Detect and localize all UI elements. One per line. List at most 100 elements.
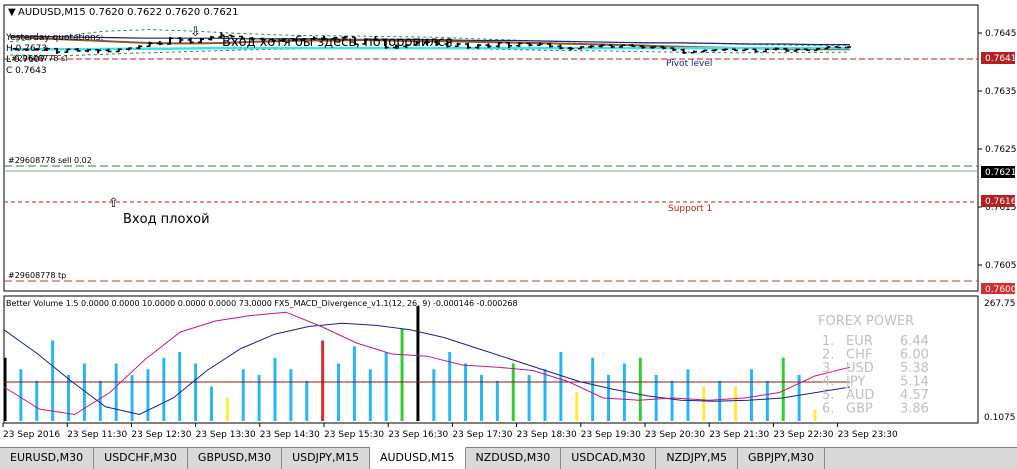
up-arrow-icon: ⇧ <box>108 196 119 211</box>
forex-power-value: 3.86 <box>900 402 929 417</box>
ohlc-bar <box>803 48 810 52</box>
time-label: 23 Sep 15:30 <box>324 430 384 440</box>
ohlc-bar <box>54 47 61 54</box>
time-label: 23 Sep 21:30 <box>709 430 769 440</box>
volume-bar <box>448 352 452 421</box>
volume-bar <box>305 380 309 421</box>
volume-bar <box>368 369 372 421</box>
forex-power-currency: JPY <box>845 375 865 390</box>
volume-bar <box>273 357 277 421</box>
support-price-label-bg <box>981 195 1015 207</box>
ohlc-bar <box>403 44 410 49</box>
ohlc-bar <box>423 41 430 46</box>
volume-bar <box>527 375 531 421</box>
ohlc-bar <box>413 41 420 46</box>
ohlc-bar <box>105 48 112 53</box>
ohlc-bar <box>619 44 626 48</box>
price-tick: 0.7605 <box>985 261 1017 271</box>
ohlc-bar <box>526 42 533 47</box>
entry-bad-note: Вход плохой <box>123 212 210 227</box>
ohlc-bar <box>649 46 656 49</box>
time-label: 23 Sep 22:30 <box>773 430 833 440</box>
volume-bar <box>638 357 642 421</box>
ohlc-bar <box>259 37 266 41</box>
ohlc-bar <box>197 38 204 44</box>
tab-eurusd-m30[interactable]: EURUSD,M30 <box>0 448 95 469</box>
volume-bar <box>289 369 293 421</box>
forex-power-panel: FOREX POWER 1. EUR 6.442. CHF 6.003. USD 5.384… <box>818 314 929 417</box>
volume-bar <box>432 369 436 421</box>
ohlc-bar <box>434 40 441 46</box>
tab-usdchf-m30[interactable]: USDCHF,M30 <box>94 448 188 469</box>
volume-bar <box>178 352 182 421</box>
ohlc-bar <box>280 38 287 42</box>
tab-nzdjpy-m5[interactable]: NZDJPY,M5 <box>656 448 738 469</box>
ohlc-bar <box>218 32 225 38</box>
ohlc-bar <box>506 42 513 49</box>
ohlc-bar <box>382 39 389 49</box>
ohlc-bar <box>629 44 636 48</box>
ohlc-bar <box>362 38 369 45</box>
ohlc-bar <box>814 47 821 52</box>
time-axis: 23 Sep 2016 23 Sep 11:30 23 Sep 12:30 23 Se… <box>2 423 898 440</box>
ohlc-bar <box>783 47 790 52</box>
yesterday-high: H 0.7673 <box>6 44 47 54</box>
ohlc-bar <box>834 46 841 49</box>
forex-power-rank: 5. <box>822 388 834 403</box>
ohlc-bar <box>269 38 276 42</box>
tab-gbpusd-m30[interactable]: GBPUSD,M30 <box>188 448 283 469</box>
ohlc-bar <box>146 41 153 48</box>
ohlc-bar <box>249 37 256 41</box>
current-price-label-bg <box>981 166 1015 178</box>
indicator-axis-top: 267.75 <box>984 299 1016 309</box>
time-label: 23 Sep 17:30 <box>452 430 512 440</box>
time-label: 23 Sep 18:30 <box>517 430 577 440</box>
volume-bar <box>559 352 563 421</box>
pivot-price-label-bg <box>981 52 1015 64</box>
ohlc-bar <box>290 38 297 42</box>
ohlc-bar <box>84 49 91 53</box>
yesterday-title: Yesterday quotations: <box>5 33 103 43</box>
tab-audusd-m15[interactable]: AUDUSD,M15 <box>369 447 466 469</box>
time-label: 23 Sep 13:30 <box>196 430 256 440</box>
ohlc-bar <box>567 46 574 51</box>
volume-bar <box>82 363 86 421</box>
volume-bar <box>400 329 404 421</box>
ohlc-bar <box>536 42 543 46</box>
volume-bar <box>797 375 801 421</box>
ohlc-bar <box>752 48 759 53</box>
ohlc-bar <box>639 45 646 49</box>
tab-gbpjpy-m30[interactable]: GBPJPY,M30 <box>738 448 826 469</box>
volume-bar <box>464 363 468 421</box>
indicator-title: Better Volume 1.5 0.0000 0.0000 10.0000 … <box>6 299 518 308</box>
price-tick: 0.7635 <box>985 87 1017 97</box>
ohlc-bar <box>742 48 749 52</box>
ohlc-bar <box>454 42 461 48</box>
time-label: 23 Sep 16:30 <box>388 430 448 440</box>
chart-tabs: EURUSD,M30 USDCHF,M30 GBPUSD,M30 USDJPY,M15… <box>0 447 1017 469</box>
volume-bar <box>146 369 150 421</box>
indicator-axis-bottom: 0.1075 <box>984 413 1016 423</box>
volume-bar <box>622 363 626 421</box>
ohlc-bar <box>64 48 71 53</box>
volume-bar <box>130 375 134 421</box>
volume-bar <box>670 380 674 421</box>
volume-bars <box>3 306 850 421</box>
ohlc-bar <box>701 49 708 53</box>
order-tp-label: #29608778 tp <box>8 271 66 280</box>
ohlc-bar <box>351 36 358 46</box>
ohlc-bar <box>187 37 194 44</box>
ohlc-bar <box>33 48 40 51</box>
ohlc-bar <box>393 44 400 49</box>
tab-usdcad-m30[interactable]: USDCAD,M30 <box>561 448 657 469</box>
ohlc-bar <box>721 48 728 51</box>
forex-power-rank: 4. <box>822 375 834 390</box>
ohlc-bar <box>321 35 328 40</box>
price-axis: 0.7645 0.7635 0.7625 0.7615 0.7605 <box>978 29 1017 271</box>
tab-usdjpy-m15[interactable]: USDJPY,M15 <box>282 448 370 469</box>
ohlc-bar <box>598 44 605 48</box>
trading-chart[interactable]: ▼ AUDUSD,M15 0.7620 0.7622 0.7620 0.7621… <box>0 0 1017 447</box>
chart-header-arrow: ▼ <box>8 7 16 18</box>
tab-nzdusd-m30[interactable]: NZDUSD,M30 <box>466 448 562 469</box>
ohlc-bar <box>341 35 348 39</box>
